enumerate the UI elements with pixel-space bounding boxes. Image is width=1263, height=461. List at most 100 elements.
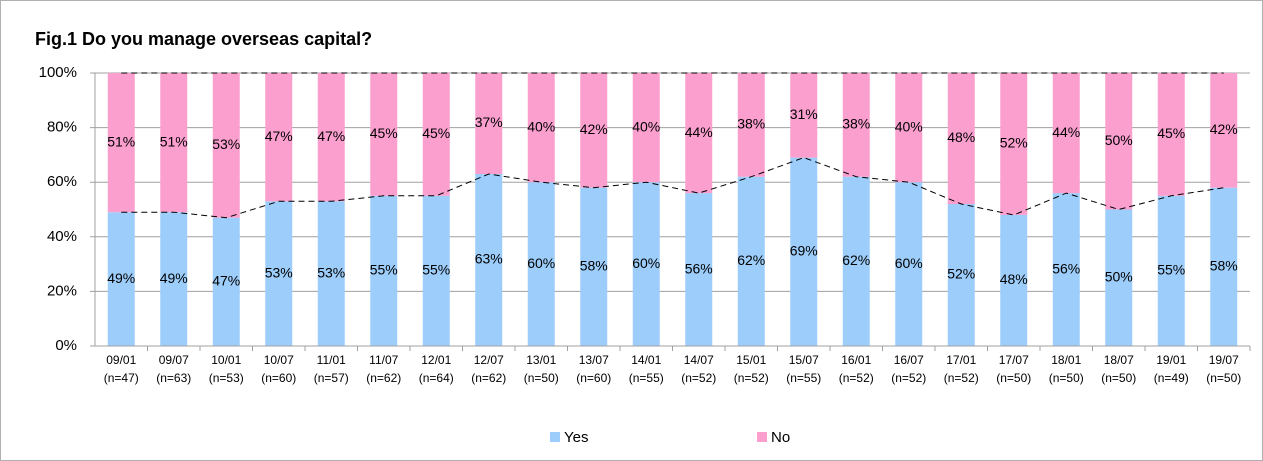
bar-segment <box>1052 193 1080 346</box>
legend-swatch <box>550 432 560 442</box>
x-tick-sublabel: (n=50) <box>1206 371 1241 385</box>
x-tick-label: 12/01 <box>421 353 451 367</box>
legend-label: No <box>771 429 790 446</box>
x-tick-label: 17/07 <box>999 353 1029 367</box>
bar-segment <box>895 182 923 346</box>
x-tick-sublabel: (n=50) <box>524 371 559 385</box>
x-tick-sublabel: (n=52) <box>839 371 874 385</box>
x-tick-label: 14/01 <box>631 353 661 367</box>
data-label: 58% <box>580 258 608 274</box>
bar-segment <box>895 73 923 183</box>
x-tick-sublabel: (n=64) <box>419 371 454 385</box>
x-tick-sublabel: (n=52) <box>734 371 769 385</box>
bar-segment <box>212 73 240 218</box>
bar-segment <box>580 73 608 188</box>
x-tick-sublabel: (n=60) <box>576 371 611 385</box>
bar-segment <box>527 73 555 183</box>
data-label: 62% <box>842 252 870 268</box>
x-tick-label: 13/07 <box>579 353 609 367</box>
x-tick-label: 18/07 <box>1104 353 1134 367</box>
y-tick-label: 80% <box>47 119 77 136</box>
data-label: 44% <box>685 124 713 140</box>
data-label: 51% <box>160 133 188 149</box>
data-label: 48% <box>1000 271 1028 287</box>
bar-segment <box>842 176 870 346</box>
x-tick-sublabel: (n=53) <box>209 371 244 385</box>
data-label: 45% <box>370 125 398 141</box>
data-label: 45% <box>422 125 450 141</box>
bar-segment <box>107 212 135 346</box>
bar-segment <box>422 195 450 346</box>
data-label: 51% <box>107 133 135 149</box>
x-tick-sublabel: (n=47) <box>104 371 139 385</box>
bar-segment <box>1157 195 1185 346</box>
bar-segment <box>317 201 345 346</box>
data-label: 53% <box>265 264 293 280</box>
bar-segment <box>265 201 293 346</box>
bar-segment <box>737 176 765 346</box>
x-tick-sublabel: (n=50) <box>996 371 1031 385</box>
x-tick-sublabel: (n=62) <box>471 371 506 385</box>
x-tick-label: 11/01 <box>317 353 346 367</box>
bar-segment <box>947 73 975 205</box>
data-label: 53% <box>317 264 345 280</box>
bar-segment <box>107 73 135 213</box>
data-label: 52% <box>947 266 975 282</box>
data-label: 42% <box>1210 121 1238 137</box>
x-tick-label: 14/07 <box>684 353 714 367</box>
bar-segment <box>632 182 660 346</box>
x-tick-sublabel: (n=60) <box>261 371 296 385</box>
data-label: 40% <box>527 118 555 134</box>
x-tick-sublabel: (n=52) <box>891 371 926 385</box>
x-tick-sublabel: (n=57) <box>314 371 349 385</box>
data-label: 49% <box>160 270 188 286</box>
data-label: 38% <box>842 116 870 132</box>
data-label: 31% <box>790 106 818 122</box>
data-label: 55% <box>422 262 450 278</box>
data-label: 37% <box>475 114 503 130</box>
bar-segment <box>317 73 345 202</box>
bar-segment <box>632 73 660 183</box>
data-label: 45% <box>1157 125 1185 141</box>
y-tick-label: 0% <box>55 337 77 354</box>
y-tick-label: 60% <box>47 173 77 190</box>
data-label: 49% <box>107 270 135 286</box>
data-label: 60% <box>632 255 660 271</box>
x-tick-sublabel: (n=63) <box>156 371 191 385</box>
x-tick-label: 15/01 <box>736 353 766 367</box>
bar-segment <box>580 187 608 346</box>
data-label: 56% <box>1052 260 1080 276</box>
data-label: 40% <box>632 118 660 134</box>
x-tick-label: 16/07 <box>894 353 924 367</box>
data-label: 62% <box>737 252 765 268</box>
legend-label: Yes <box>564 429 588 446</box>
x-tick-sublabel: (n=62) <box>366 371 401 385</box>
bar-segment <box>842 73 870 177</box>
y-tick-label: 20% <box>47 282 77 299</box>
data-label: 44% <box>1052 124 1080 140</box>
data-label: 38% <box>737 116 765 132</box>
data-label: 47% <box>317 128 345 144</box>
x-tick-sublabel: (n=55) <box>629 371 664 385</box>
x-tick-label: 11/07 <box>369 353 398 367</box>
legend-swatch <box>757 432 767 442</box>
bar-segment <box>475 174 503 346</box>
data-label: 48% <box>947 129 975 145</box>
data-label: 47% <box>265 128 293 144</box>
bar-segment <box>685 193 713 346</box>
x-tick-sublabel: (n=55) <box>786 371 821 385</box>
series-connector <box>121 157 1224 219</box>
x-tick-sublabel: (n=52) <box>681 371 716 385</box>
data-label: 69% <box>790 243 818 259</box>
x-tick-sublabel: (n=50) <box>1101 371 1136 385</box>
data-label: 55% <box>1157 262 1185 278</box>
bar-segment <box>1105 73 1133 210</box>
bar-segment <box>737 73 765 177</box>
bar-segment <box>1105 209 1133 346</box>
bar-segment <box>265 73 293 202</box>
x-tick-label: 10/01 <box>211 353 241 367</box>
data-label: 60% <box>895 255 923 271</box>
data-label: 47% <box>212 273 240 289</box>
